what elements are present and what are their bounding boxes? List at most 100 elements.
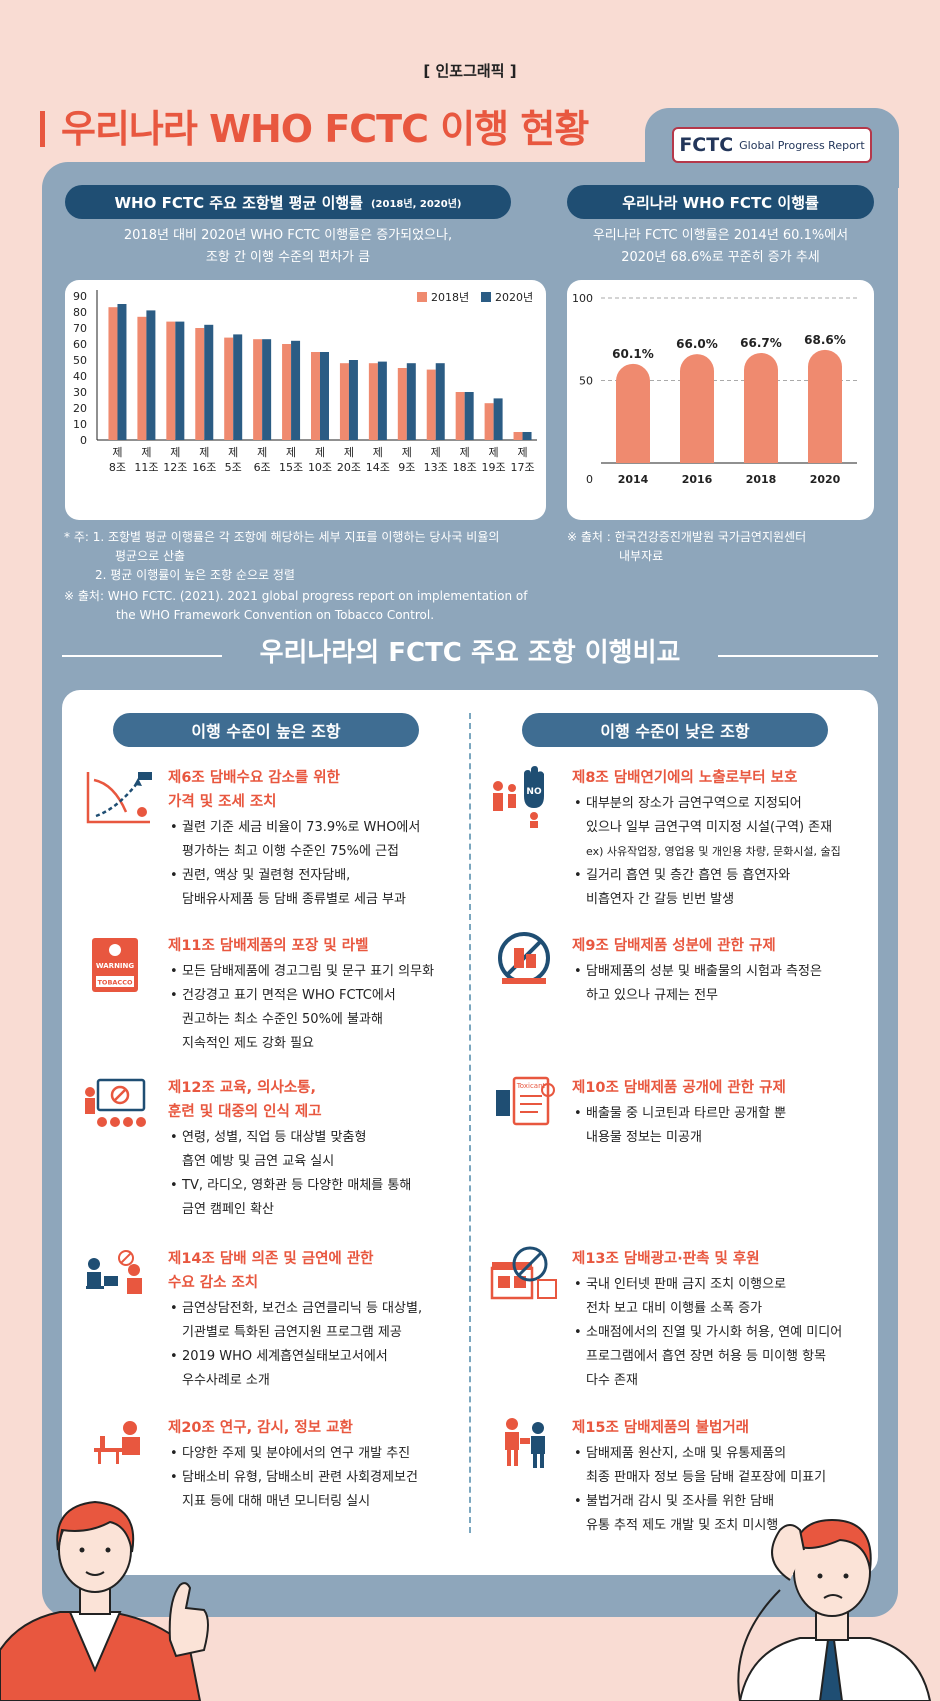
left-chart-subtitle-1: 2018년 대비 2020년 WHO FCTC 이행률은 증가되었으나, bbox=[123, 228, 453, 243]
article-6-title-2: 가격 및 조세 조치 bbox=[168, 794, 277, 810]
x-tick-label: 20조 bbox=[337, 461, 361, 474]
left-chart-card: 0 10 20 30 40 50 60 70 80 90 제 8조 제 11조 제 12조 제 16조 제 5조 제 6조… bbox=[65, 280, 546, 520]
source-line-1: ※ 출처: WHO FCTC. (2021). 2021 global prog… bbox=[64, 589, 528, 603]
right-chart-subtitle-2: 2020년 68.6%로 꾸준히 증가 추세 bbox=[621, 250, 820, 265]
article-6-bullet-2-cont: 담배유사제품 등 담배 종류별로 세금 부과 bbox=[168, 888, 468, 912]
toxicant-disclosure-icon: Toxicant bbox=[496, 1076, 555, 1126]
bar-2020 bbox=[348, 360, 358, 440]
source-line-2: the WHO Framework Convention on Tobacco … bbox=[116, 608, 435, 622]
article-6-bullet-2-cont-text: 담배유사제품 등 담배 종류별로 세금 부과 bbox=[182, 892, 406, 907]
article-20-cont-text: 지표 등에 대해 매년 모니터링 실시 bbox=[182, 1494, 371, 1509]
article-13-bullet-2: 소매점에서의 진열 및 가시화 허용, 연예 미디어 bbox=[572, 1321, 878, 1345]
bar-2020 bbox=[522, 432, 532, 440]
article-13: 제13조 담배광고·판촉 및 후원 국내 인터넷 판매 금지 조치 이행으로 전… bbox=[572, 1247, 878, 1393]
article-15-bullet-2-cont: 유통 추적 제도 개발 및 조치 미시행 bbox=[572, 1514, 878, 1538]
bar-2018 bbox=[108, 307, 118, 440]
bar-2018 bbox=[311, 352, 320, 440]
article-15-bullet-2: 불법거래 감시 및 조사를 위한 담배 bbox=[572, 1490, 878, 1514]
right-chart-subtitle: 우리나라 FCTC 이행률은 2014년 60.1%에서 2020년 68.6%… bbox=[567, 225, 874, 269]
bar-2018 bbox=[166, 321, 176, 440]
x-tick-label: 2014 bbox=[618, 473, 649, 486]
article-14-title-2: 수요 감소 조치 bbox=[168, 1275, 259, 1291]
article-11-bullet-2-cont-2: 지속적인 제도 강화 필요 bbox=[168, 1032, 468, 1056]
article-15-cont-1-text: 최종 판매자 정보 등을 담배 겉포장에 미표기 bbox=[586, 1470, 827, 1485]
y-tick-label: 30 bbox=[73, 386, 87, 399]
article-12-bullet-1: 연령, 성별, 직업 등 대상별 맞춤형 bbox=[168, 1126, 468, 1150]
y-tick-label: 0 bbox=[586, 473, 593, 486]
note-line-2: 평균으로 산출 bbox=[115, 549, 186, 563]
bar-2018 bbox=[484, 403, 494, 440]
bar bbox=[616, 363, 650, 463]
bar-2018 bbox=[195, 328, 205, 440]
article-14-bullet-2: 2019 WHO 세계흡연실태보고서에서 bbox=[168, 1345, 468, 1369]
article-14-title-1: 제14조 담배 의존 및 금연에 관한 bbox=[168, 1251, 374, 1267]
bar-2018 bbox=[426, 369, 436, 440]
article-11: 제11조 담배제품의 포장 및 라벨 모든 담배제품에 경고그림 및 문구 표기… bbox=[168, 934, 468, 1056]
article-12-bullet-2-cont: 금연 캠페인 확산 bbox=[168, 1198, 468, 1222]
left-chart-title-years: (2018년, 2020년) bbox=[370, 198, 462, 210]
y-tick-label: 50 bbox=[73, 354, 87, 367]
x-tick-label: 제 bbox=[199, 446, 209, 459]
page-title-text: 우리나라 WHO FCTC 이행 현황 bbox=[61, 107, 589, 151]
x-tick-label: 제 bbox=[141, 446, 151, 459]
left-chart-subtitle: 2018년 대비 2020년 WHO FCTC 이행률은 증가되었으나, 조항 … bbox=[65, 225, 511, 269]
article-10-title: 제10조 담배제품 공개에 관한 규제 bbox=[572, 1080, 786, 1096]
right-source-line-1: ※ 출처 : 한국건강증진개발원 국가금연지원센터 bbox=[567, 530, 807, 544]
bar-2018 bbox=[253, 339, 263, 440]
article-20-bullet-2-cont: 지표 등에 대해 매년 모니터링 실시 bbox=[168, 1490, 468, 1514]
note-line-1: * 주: 1. 조항별 평균 이행률은 각 조항에 해당하는 세부 지표를 이행… bbox=[64, 530, 500, 544]
x-tick-label: 제 bbox=[460, 446, 470, 459]
article-20-bullet-1: 다양한 주제 및 분야에서의 연구 개발 추진 bbox=[168, 1442, 468, 1466]
bar-2020 bbox=[493, 398, 503, 440]
article-13-bullet-2-cont-2: 다수 존재 bbox=[572, 1369, 878, 1393]
article-9-bullet-1-cont: 하고 있으나 규제는 전무 bbox=[572, 984, 878, 1008]
article-12-bullet-1-cont: 흡연 예방 및 금연 교육 실시 bbox=[168, 1150, 468, 1174]
y-tick-label: 50 bbox=[579, 375, 593, 388]
right-chart-title-pill: 우리나라 WHO FCTC 이행률 bbox=[567, 185, 874, 219]
bar-2020 bbox=[233, 334, 243, 440]
x-tick-label: 제 bbox=[489, 446, 499, 459]
article-8-title: 제8조 담배연기에의 노출로부터 보호 bbox=[572, 770, 798, 786]
legend-label: 2018년 bbox=[431, 291, 469, 304]
x-tick-label: 5조 bbox=[225, 461, 242, 474]
article-11-bullet-2-cont-1: 권고하는 최소 수준인 50%에 불과해 bbox=[168, 1008, 468, 1032]
article-8-cont-2-text: ex) 사유작업장, 영업용 및 개인용 차량, 문화시설, 술집 bbox=[586, 845, 841, 858]
article-20-bullet-2: 담배소비 유형, 담배소비 관련 사회경제보건 bbox=[168, 1466, 468, 1490]
note-line-3: 2. 평균 이행률이 높은 조항 순으로 정렬 bbox=[95, 568, 295, 582]
article-11-title: 제11조 담배제품의 포장 및 라벨 bbox=[168, 938, 369, 954]
article-10-cont-text: 내용물 정보는 미공개 bbox=[586, 1130, 702, 1145]
legend-label: 2020년 bbox=[495, 291, 533, 304]
fctc-report-badge: FCTC Global Progress Report bbox=[672, 127, 872, 163]
article-15-bullet-1: 담배제품 원산지, 소매 및 유통제품의 bbox=[572, 1442, 878, 1466]
x-tick-label: 18조 bbox=[453, 461, 477, 474]
column-divider bbox=[469, 713, 471, 1533]
worried-person-illustration bbox=[737, 1518, 932, 1701]
y-tick-label: 60 bbox=[73, 338, 87, 351]
secondhand-smoke-no-icon: NO bbox=[493, 766, 544, 828]
bar bbox=[808, 349, 842, 463]
warning-icon-text: WARNING bbox=[96, 962, 135, 970]
article-10-bullet-1: 배출물 중 니코틴과 타르만 공개할 뿐 bbox=[572, 1102, 878, 1126]
article-13-cont-2-text: 프로그램에서 흡연 장면 허용 등 미이행 항목 bbox=[586, 1349, 827, 1364]
article-14-cont-1-text: 기관별로 특화된 금연지원 프로그램 제공 bbox=[182, 1325, 402, 1340]
x-tick-label: 12조 bbox=[163, 461, 187, 474]
article-14: 제14조 담배 의존 및 금연에 관한 수요 감소 조치 금연상담전화, 보건소… bbox=[168, 1247, 468, 1393]
fctc-logo-text: FCTC bbox=[679, 134, 734, 156]
page-title: 우리나라 WHO FCTC 이행 현황 bbox=[40, 98, 589, 153]
x-tick-label: 2018 bbox=[746, 473, 777, 486]
bar-2020 bbox=[291, 340, 301, 440]
x-tick-label: 2020 bbox=[810, 473, 841, 486]
section-line-right bbox=[718, 655, 878, 657]
x-tick-label: 제 bbox=[112, 446, 122, 459]
korea-implementation-bar-chart: 0 50 100 60.1% 2014 66.0% 2016 66.7% 2018 68.6% 20… bbox=[572, 292, 857, 486]
section-line-left bbox=[62, 655, 222, 657]
classroom-education-icon bbox=[85, 1078, 146, 1127]
article-13-bullet-1: 국내 인터넷 판매 금지 조치 이행으로 bbox=[572, 1273, 878, 1297]
warning-label-pack-icon: WARNING TOBACCO bbox=[92, 938, 138, 992]
right-chart-subtitle-1: 우리나라 FCTC 이행률은 2014년 60.1%에서 bbox=[592, 228, 849, 243]
illicit-trade-icon bbox=[505, 1418, 545, 1468]
bar-2018 bbox=[397, 368, 407, 440]
article-14-bullet-1-cont: 기관별로 특화된 금연지원 프로그램 제공 bbox=[168, 1321, 468, 1345]
y-tick-label: 10 bbox=[73, 418, 87, 431]
left-chart-title: WHO FCTC 주요 조항별 평균 이행률 bbox=[114, 193, 363, 212]
